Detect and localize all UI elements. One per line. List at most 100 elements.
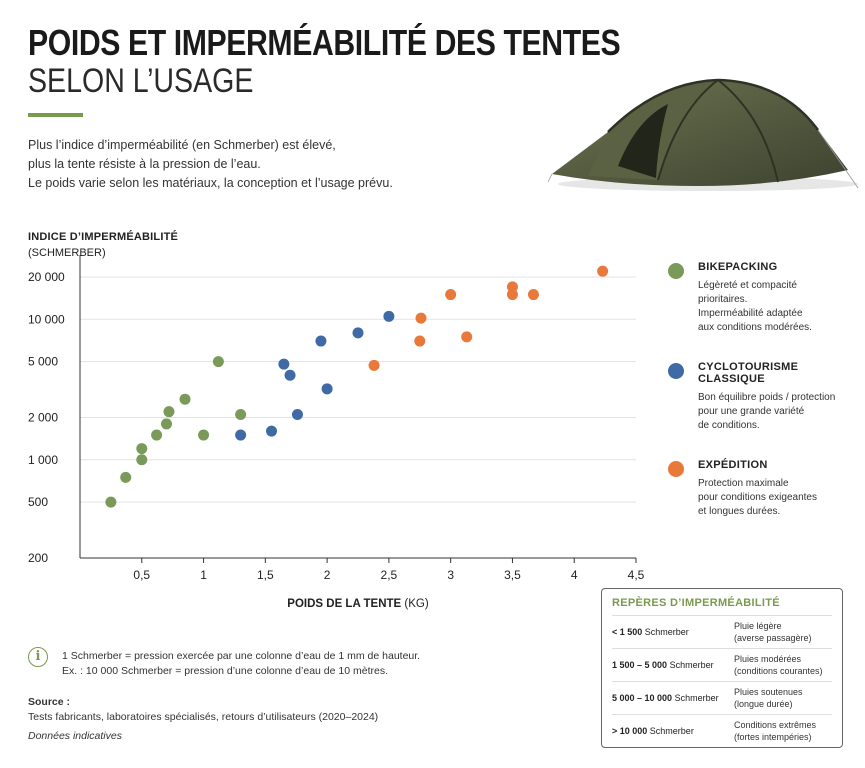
x-axis-title: POIDS DE LA TENTE (KG) (287, 598, 429, 610)
x-axis-unit: (KG) (401, 598, 429, 610)
data-point-bikepacking (151, 429, 163, 441)
legend-description: pour conditions exigeantes (698, 492, 817, 503)
legend-description: Bon équilibre poids / protection (698, 392, 836, 403)
x-tick-label: 0,5 (133, 568, 150, 582)
y-tick-label: 20 000 (28, 270, 65, 284)
reperes-description: Conditions extrêmes (fortes intempéries) (734, 720, 817, 742)
reperes-range: 1 500 – 5 000 Schmerber (612, 660, 714, 670)
data-point-bikepacking (212, 356, 224, 368)
source-note: Données indicatives (28, 730, 122, 742)
legend-description: et longues durées. (698, 506, 781, 517)
intro-line: plus la tente résiste à la pression de l… (28, 157, 261, 171)
page-subtitle: SELON L’USAGE (28, 62, 254, 100)
x-tick-label: 2 (324, 568, 331, 582)
legend-description: Légèreté et compacité (698, 280, 797, 291)
y-axis-label: INDICE D’IMPERMÉABILITÉ (28, 231, 179, 243)
y-tick-label: 2 000 (28, 411, 58, 425)
data-point-cyclotourisme (266, 425, 278, 437)
y-tick-label: 5 000 (28, 355, 58, 369)
data-point-cyclotourisme (383, 310, 395, 322)
data-point-bikepacking (163, 406, 175, 418)
reperes-range: < 1 500 Schmerber (612, 627, 689, 637)
x-tick-label: 4,5 (628, 568, 645, 582)
info-text: 1 Schmerber = pression exercée par une c… (62, 649, 420, 679)
y-tick-label: 1 000 (28, 453, 58, 467)
data-point-expedition (506, 281, 518, 293)
data-point-bikepacking (136, 443, 148, 455)
legend-description: prioritaires. (698, 294, 748, 305)
legend-dot (668, 461, 684, 477)
reperes-row: 1 500 – 5 000 Schmerber Pluies modérées (c… (612, 649, 832, 682)
data-point-expedition (445, 289, 457, 301)
y-axis-unit: (SCHMERBER) (28, 247, 106, 259)
legend-dot (668, 263, 684, 279)
data-point-cyclotourisme (235, 429, 247, 441)
reperes-description: Pluies soutenues (longue durée) (734, 687, 803, 709)
data-point-bikepacking (120, 471, 132, 483)
reperes-range: > 10 000 Schmerber (612, 726, 694, 736)
reperes-rows: < 1 500 Schmerber Pluie légère (averse pas… (612, 616, 832, 747)
x-axis-label: POIDS DE LA TENTE (287, 598, 401, 610)
legend-name: EXPÉDITION (698, 459, 768, 471)
data-point-bikepacking (105, 496, 117, 508)
title-accent-bar (28, 113, 83, 117)
legend-name: BIKEPACKING (698, 261, 778, 273)
legend-description: de conditions. (698, 420, 760, 431)
legend: BIKEPACKING Légèreté et compacité priorita… (668, 258, 858, 535)
info-line: 1 Schmerber = pression exercée par une c… (62, 650, 421, 662)
data-point-bikepacking (179, 393, 191, 405)
y-tick-label: 10 000 (28, 312, 65, 326)
legend-name: CYCLOTOURISME CLASSIQUE (698, 361, 799, 385)
source-label: Source : (28, 696, 71, 708)
data-point-cyclotourisme (284, 369, 296, 381)
y-axis-title: INDICE D’IMPERMÉABILITÉ (SCHMERBER) (28, 229, 178, 261)
data-point-expedition (414, 335, 426, 347)
data-point-cyclotourisme (291, 409, 303, 421)
source-block: Source : Tests fabricants, laboratoires … (28, 695, 378, 744)
data-point-cyclotourisme (352, 327, 364, 339)
data-point-bikepacking (160, 418, 172, 430)
data-point-expedition (506, 289, 518, 301)
x-tick-label: 3 (447, 568, 454, 582)
data-point-cyclotourisme (321, 383, 333, 395)
legend-description: pour une grande variété (698, 406, 805, 417)
reperes-row: 5 000 – 10 000 Schmerber Pluies soutenues… (612, 682, 832, 715)
intro-line: Le poids varie selon les matériaux, la c… (28, 176, 393, 190)
data-point-bikepacking (136, 454, 148, 466)
data-point-expedition (597, 265, 609, 277)
tent-illustration (548, 78, 859, 191)
legend-description: aux conditions modérées. (698, 322, 812, 333)
page-title: POIDS ET IMPERMÉABILITÉ DES TENTES (28, 22, 621, 63)
intro-text: Plus l’indice d’imperméabilité (en Schme… (28, 136, 393, 193)
reperes-title: REPÈRES D’IMPERMÉABILITÉ (612, 597, 832, 616)
reperes-row: < 1 500 Schmerber Pluie légère (averse pas… (612, 616, 832, 649)
reperes-range: 5 000 – 10 000 Schmerber (612, 693, 719, 703)
reperes-row: > 10 000 Schmerber Conditions extrêmes (fo… (612, 715, 832, 747)
data-point-bikepacking (235, 409, 247, 421)
info-line: Ex. : 10 000 Schmerber = pression d’une … (62, 665, 388, 677)
legend-item: CYCLOTOURISME CLASSIQUE Bon équilibre poi… (668, 361, 858, 433)
data-point-cyclotourisme (315, 335, 327, 347)
data-point-bikepacking (198, 429, 210, 441)
reperes-box: REPÈRES D’IMPERMÉABILITÉ < 1 500 Schmerb… (601, 588, 843, 748)
legend-item: BIKEPACKING Légèreté et compacité priorita… (668, 261, 858, 335)
reperes-description: Pluies modérées (conditions courantes) (734, 654, 823, 676)
x-tick-label: 4 (571, 568, 578, 582)
data-point-expedition (368, 359, 380, 371)
legend-dot (668, 363, 684, 379)
source-text: Tests fabricants, laboratoires spécialis… (28, 711, 379, 723)
data-point-cyclotourisme (278, 358, 290, 370)
data-point-expedition (415, 312, 427, 324)
x-tick-label: 1,5 (257, 568, 274, 582)
data-point-expedition (461, 331, 473, 343)
info-icon: i (28, 647, 48, 667)
data-point-expedition (527, 289, 539, 301)
y-tick-label: 200 (28, 551, 48, 565)
reperes-description: Pluie légère (averse passagère) (734, 621, 812, 643)
intro-line: Plus l’indice d’imperméabilité (en Schme… (28, 138, 336, 152)
x-tick-label: 3,5 (504, 568, 521, 582)
x-tick-label: 1 (200, 568, 207, 582)
x-tick-label: 2,5 (381, 568, 398, 582)
y-tick-label: 500 (28, 495, 48, 509)
legend-description: Protection maximale (698, 478, 789, 489)
